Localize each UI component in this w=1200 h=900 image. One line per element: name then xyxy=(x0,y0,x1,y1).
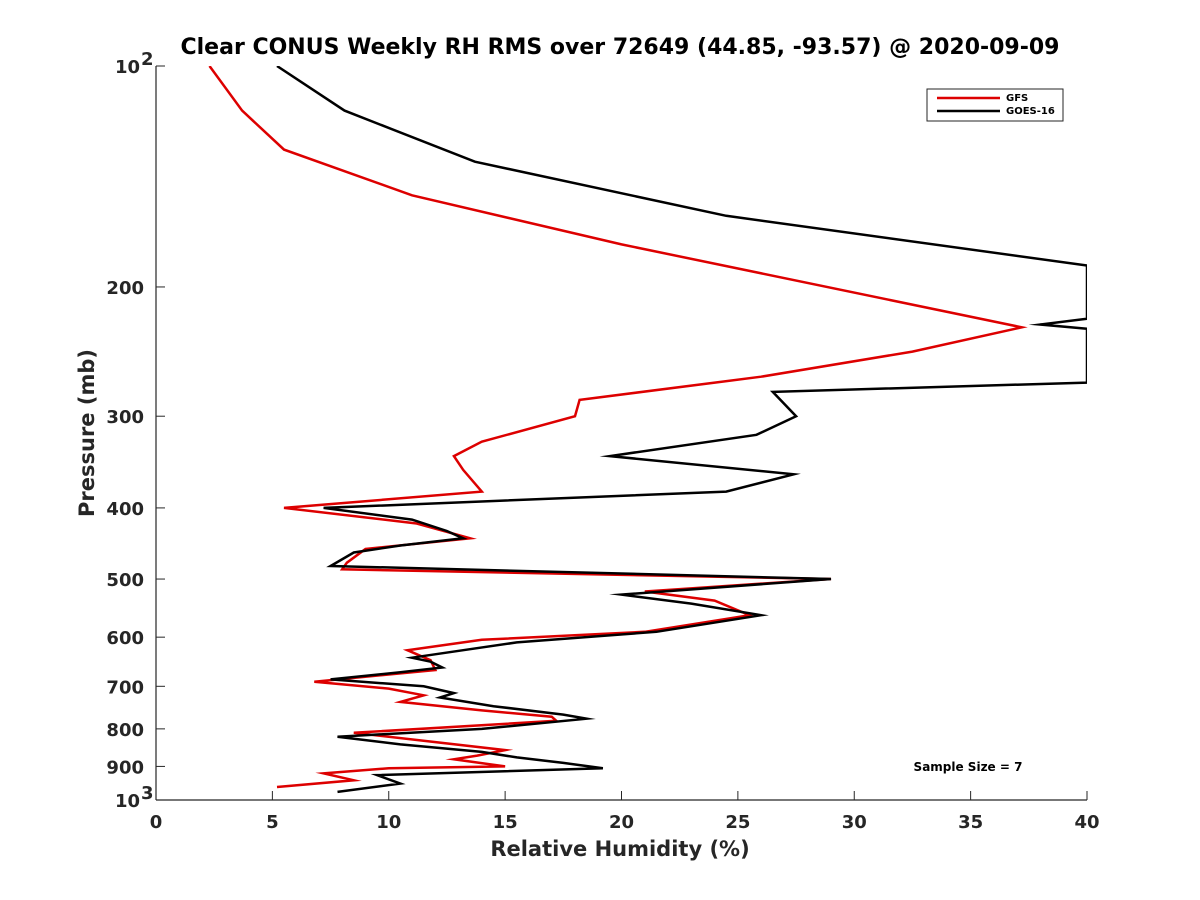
legend: GFS GOES-16 xyxy=(926,88,1064,122)
y-tick-label: 10 xyxy=(115,57,140,78)
x-tick-label: 30 xyxy=(842,812,867,833)
x-tick-label: 40 xyxy=(1074,812,1099,833)
y-tick-label: 10 xyxy=(115,791,140,812)
legend-label-goes16: GOES-16 xyxy=(1006,106,1055,117)
y-tick-label: 200 xyxy=(106,278,144,299)
x-tick-label: 10 xyxy=(376,812,401,833)
y-tick-label: 400 xyxy=(106,499,144,520)
y-tick-label: 800 xyxy=(106,720,144,741)
chart-title: Clear CONUS Weekly RH RMS over 72649 (44… xyxy=(181,35,1060,60)
y-tick-label: 700 xyxy=(106,677,144,698)
x-tick-label: 0 xyxy=(150,812,163,833)
x-tick-label: 20 xyxy=(609,812,634,833)
y-tick-exponent: 3 xyxy=(141,783,154,804)
x-tick-label: 25 xyxy=(725,812,750,833)
x-tick-label: 15 xyxy=(493,812,518,833)
y-tick-label: 600 xyxy=(106,628,144,649)
series-layer xyxy=(208,66,1087,794)
sample-size-annotation: Sample Size = 7 xyxy=(914,760,1023,774)
series-line-goes-16 xyxy=(276,66,1087,794)
y-axis-label: Pressure (mb) xyxy=(75,349,99,517)
series-line-gfs xyxy=(208,66,1028,789)
y-tick-label: 500 xyxy=(106,570,144,591)
legend-box xyxy=(926,88,1064,122)
x-tick-label: 35 xyxy=(958,812,983,833)
y-tick-label: 900 xyxy=(106,757,144,778)
y-tick-label: 300 xyxy=(106,407,144,428)
y-tick-exponent: 2 xyxy=(141,49,154,70)
legend-label-gfs: GFS xyxy=(1006,93,1028,104)
x-axis-label: Relative Humidity (%) xyxy=(490,837,749,861)
x-tick-label: 5 xyxy=(266,812,279,833)
